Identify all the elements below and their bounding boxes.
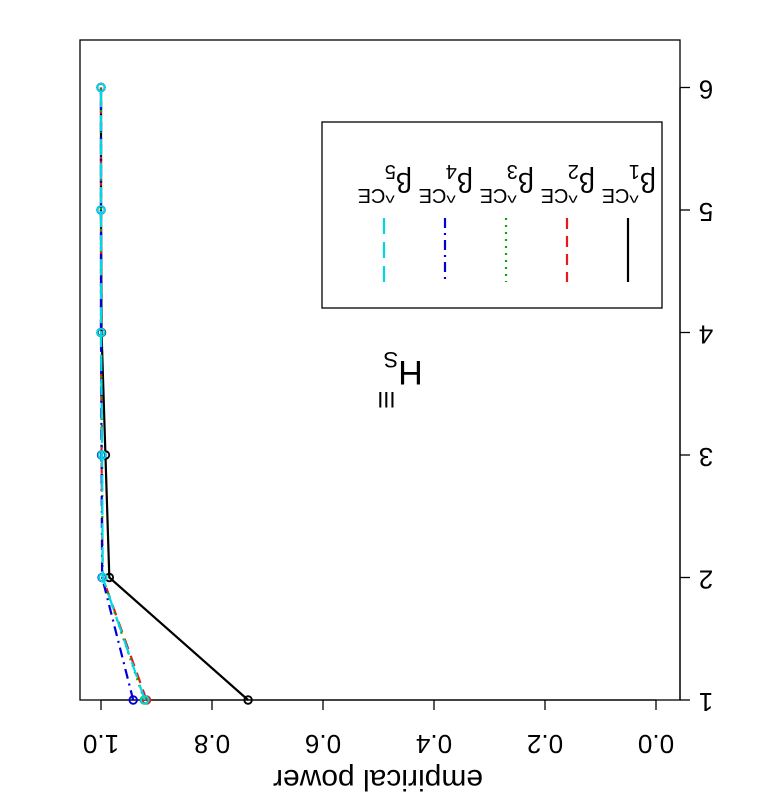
x-tick-label-5: 5 xyxy=(699,197,713,227)
y-tick-label-0: 0.0 xyxy=(638,729,674,759)
series-line-3 xyxy=(99,87,146,701)
chart-title-text: HS III xyxy=(377,347,423,413)
x-tick-label-2: 2 xyxy=(699,565,713,595)
x-tick-label-4: 4 xyxy=(699,320,713,350)
series-5-point-6 xyxy=(96,82,106,93)
legend-label-5: β5 ^CE xyxy=(358,160,412,206)
x-tick-label-1: 1 xyxy=(699,687,713,717)
y-tick-label-1: 0.2 xyxy=(527,729,563,759)
y-axis-title: empirical power xyxy=(273,763,483,796)
legend-entry-2: β2 ^CE xyxy=(541,160,595,206)
series-1-point-1 xyxy=(243,695,253,705)
y-tick-label-2: 0.4 xyxy=(416,729,452,759)
legend-entry-5: β5 ^CE xyxy=(358,160,412,206)
legend-box xyxy=(321,121,663,309)
y-tick-label-4: 0.8 xyxy=(194,729,230,759)
series-4-point-1 xyxy=(128,695,138,705)
series-5-point-4 xyxy=(96,327,106,338)
series-5-point-2 xyxy=(97,572,108,583)
series-line-5 xyxy=(99,87,146,701)
series-line-1 xyxy=(99,87,249,701)
legend-entry-4: β4 ^CE xyxy=(419,160,473,206)
x-tick-label-3: 3 xyxy=(699,442,713,472)
legend-label-2: β2 ^CE xyxy=(541,160,595,206)
y-tick-label-5: 1.0 xyxy=(83,729,119,759)
legend-label-1: β1 ^CE xyxy=(602,160,656,206)
y-tick-label-3: 0.6 xyxy=(305,729,341,759)
legend-label-4: β4 ^CE xyxy=(419,160,473,206)
series-5-point-1 xyxy=(140,695,150,705)
legend-label-3: β3 ^CE xyxy=(480,160,534,206)
series-5-point-3 xyxy=(97,450,107,460)
legend-entry-1: β1 ^CE xyxy=(602,160,656,206)
x-tick-label-6: 6 xyxy=(699,75,713,105)
series-line-2 xyxy=(99,87,148,701)
legend-entry-3: β3 ^CE xyxy=(480,160,534,206)
series-line-4 xyxy=(99,87,135,701)
chart-title: HS III xyxy=(377,347,423,413)
series-5-point-5 xyxy=(96,205,106,215)
